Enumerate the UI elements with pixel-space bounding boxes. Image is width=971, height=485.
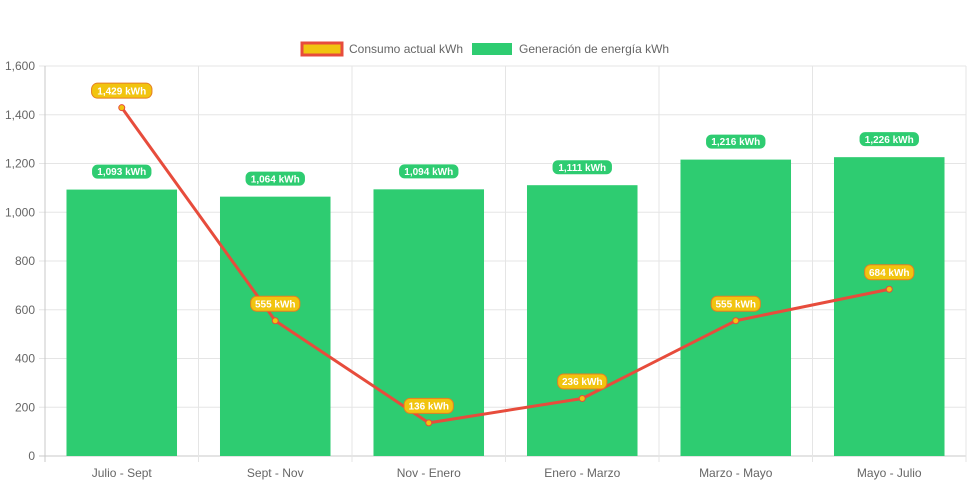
consumption-data-label-badge: [864, 264, 915, 281]
legend[interactable]: Consumo actual kWh Generación de energía …: [300, 41, 669, 57]
generation-data-label-badge: [398, 163, 460, 180]
consumption-data-label: 236 kWh: [562, 377, 603, 388]
x-tick-label: Mayo - Julio: [857, 466, 922, 480]
generation-data-label: 1,094 kWh: [404, 167, 453, 178]
legend-label-generation[interactable]: Generación de energía kWh: [519, 42, 669, 56]
y-tick-label: 1,000: [5, 205, 35, 219]
axes: 0 200 400 600 800 1,000 1,200 1,400 1,600 Julio -…: [5, 59, 922, 480]
legend-label-consumption[interactable]: Consumo actual kWh: [349, 42, 463, 56]
generation-bar: [219, 196, 331, 456]
consumption-data-label-badge: [250, 295, 301, 312]
consumption-data-label: 684 kWh: [869, 268, 910, 279]
consumption-point: [118, 104, 126, 112]
grid: [39, 65, 967, 462]
x-tick-label: Marzo - Mayo: [699, 466, 773, 480]
generation-data-label: 1,093 kWh: [97, 167, 146, 178]
y-tick-label: 1,600: [5, 59, 35, 73]
consumption-point: [732, 317, 740, 325]
consumption-data-label: 555 kWh: [255, 299, 296, 310]
consumption-point: [425, 419, 433, 427]
consumption-data-label-badge: [403, 397, 454, 414]
y-tick-label: 0: [28, 449, 35, 463]
data-labels: 1,093 kWh 1,064 kWh 1,094 kWh 1,111 kWh 1,21…: [91, 82, 920, 414]
generation-data-label: 1,064 kWh: [251, 174, 300, 185]
y-tick-label: 200: [15, 400, 35, 414]
consumption-line: [120, 106, 890, 425]
consumption-point: [578, 394, 586, 402]
generation-data-label-badge: [244, 170, 306, 187]
generation-data-label: 1,111 kWh: [558, 163, 606, 174]
consumption-point: [271, 317, 279, 325]
y-tick-label: 600: [15, 303, 35, 317]
x-tick-label: Julio - Sept: [92, 466, 153, 480]
y-tick-label: 1,400: [5, 108, 35, 122]
generation-data-label-badge: [551, 159, 613, 176]
x-tick-label: Nov - Enero: [397, 466, 461, 480]
generation-data-label-badge: [705, 133, 767, 150]
consumption-point: [885, 285, 893, 293]
y-tick-label: 400: [15, 352, 35, 366]
generation-data-label-badge: [858, 131, 920, 148]
consumption-data-label-badge: [91, 82, 153, 99]
line-series: [118, 104, 893, 427]
y-tick-label: 800: [15, 254, 35, 268]
consumption-data-label: 555 kWh: [715, 299, 756, 310]
consumption-data-label: 136 kWh: [408, 401, 449, 412]
consumption-data-label-badge: [710, 295, 761, 312]
generation-bar: [833, 157, 945, 456]
generation-bar: [66, 189, 178, 457]
bar-series: [66, 157, 945, 457]
generation-data-label: 1,216 kWh: [711, 137, 760, 148]
generation-bar: [526, 185, 638, 456]
consumption-data-label-badge: [557, 373, 608, 390]
legend-swatch-generation[interactable]: [472, 43, 512, 55]
legend-swatch-consumption[interactable]: [300, 41, 344, 57]
y-tick-label: 1,200: [5, 157, 35, 171]
consumption-data-label: 1,429 kWh: [97, 86, 146, 97]
x-tick-label: Enero - Marzo: [544, 466, 620, 480]
generation-data-label: 1,226 kWh: [865, 135, 914, 146]
generation-data-label-badge: [91, 163, 153, 180]
x-tick-label: Sept - Nov: [247, 466, 304, 480]
